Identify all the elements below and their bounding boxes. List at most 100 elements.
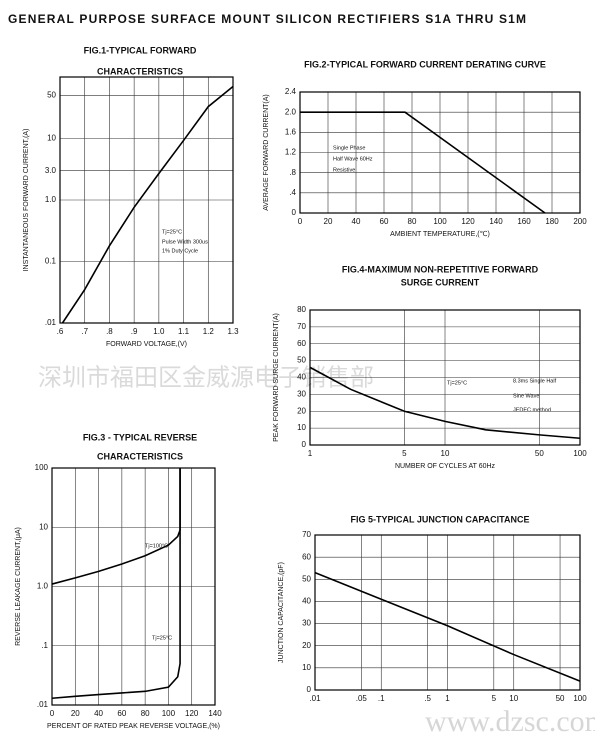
x-tick-label: 180 [545,217,559,226]
y-tick-label: 1.0 [45,195,57,204]
x-tick-label: 100 [433,217,447,226]
x-tick-label: 1 [308,449,313,458]
chart-title: FIG 5-TYPICAL JUNCTION CAPACITANCE [350,514,529,524]
x-tick-label: 60 [117,709,126,718]
y-tick-label: 50 [297,356,306,365]
y-tick-label: .01 [45,318,57,327]
x-tick-label: 1.1 [178,327,190,336]
y-tick-label: 1.6 [285,127,297,136]
x-tick-label: 20 [324,217,333,226]
y-tick-label: 20 [302,641,311,650]
x-tick-label: 0 [298,217,303,226]
x-tick-label: 40 [94,709,103,718]
y-tick-label: 30 [297,389,306,398]
chart-title: SURGE CURRENT [401,277,480,287]
x-tick-label: .9 [131,327,138,336]
curve [314,571,581,682]
x-tick-label: 5 [402,449,407,458]
x-tick-label: 120 [461,217,475,226]
chart-title: FIG.4-MAXIMUM NON-REPETITIVE FORWARD [342,264,539,274]
curve-label: Tj=100°C [145,543,168,549]
y-axis-label: REVERSE LEAKAGE CURRENT,(μA) [15,527,22,646]
annotation: Tj=25°C [162,229,182,235]
y-tick-label: 10 [297,423,306,432]
y-tick-label: 0 [292,208,297,217]
x-tick-label: .1 [378,694,385,703]
y-tick-label: 70 [302,530,311,539]
y-tick-label: 0 [307,685,312,694]
y-tick-label: .8 [289,168,296,177]
y-tick-label: 1.0 [37,582,49,591]
x-tick-label: 1.0 [153,327,165,336]
x-tick-label: .5 [424,694,431,703]
curve [309,366,581,440]
annotation: Resistive [333,167,355,173]
x-tick-label: .01 [309,694,321,703]
y-axis-label: PEAK FORWARD SURGE CURRENT(A) [273,313,280,442]
y-tick-label: 2.0 [285,107,297,116]
x-tick-label: 120 [185,709,199,718]
y-tick-label: 60 [302,552,311,561]
x-tick-label: 1.2 [203,327,215,336]
y-tick-label: 80 [297,305,306,314]
x-tick-label: 100 [573,449,587,458]
x-tick-label: 10 [441,449,450,458]
x-tick-label: 160 [517,217,531,226]
plot-frame [299,91,581,214]
x-tick-label: 5 [492,694,497,703]
x-tick-label: 0 [50,709,55,718]
x-tick-label: 140 [489,217,503,226]
curve [51,468,181,700]
y-tick-label: 60 [297,339,306,348]
y-axis-label: JUNCTION CAPACITANCE,(pF) [278,562,285,663]
curve-label: Tj=25°C [152,635,172,641]
page-title: GENERAL PURPOSE SURFACE MOUNT SILICON RE… [8,12,527,26]
watermark: www.dzsc.com [425,705,595,738]
x-tick-label: 80 [141,709,150,718]
annotation: Tj=25°C [447,380,467,386]
chart-title: FIG.3 - TYPICAL REVERSE [83,432,197,442]
y-tick-label: 1.2 [285,148,297,157]
x-axis-label: PERCENT OF RATED PEAK REVERSE VOLTAGE,(%… [47,723,220,730]
y-tick-label: 30 [302,619,311,628]
curve [300,111,546,214]
y-tick-label: .4 [289,188,296,197]
y-tick-label: 10 [302,663,311,672]
chart-title: FIG.2-TYPICAL FORWARD CURRENT DERATING C… [304,59,546,69]
x-tick-label: 10 [509,694,518,703]
x-axis-label: NUMBER OF CYCLES AT 60Hz [395,463,496,470]
x-tick-label: .8 [106,327,113,336]
x-axis-label: FORWARD VOLTAGE,(V) [106,341,187,348]
x-tick-label: 200 [573,217,587,226]
y-tick-label: 50 [47,91,56,100]
y-tick-label: 40 [302,597,311,606]
y-tick-label: 10 [39,522,48,531]
x-tick-label: 1 [445,694,450,703]
plot-frame [314,534,581,691]
y-tick-label: 100 [35,463,49,472]
y-tick-label: .01 [37,700,49,709]
annotation: 1% Duty Cycle [162,248,198,254]
plot-frame [59,76,234,324]
x-tick-label: 100 [573,694,587,703]
y-tick-label: 20 [297,406,306,415]
curve [61,85,234,324]
x-tick-label: 50 [556,694,565,703]
plot-frame [51,467,216,706]
x-tick-label: 50 [535,449,544,458]
y-tick-label: 70 [297,322,306,331]
annotation: Pulse Width 300us [162,239,208,245]
x-tick-label: 40 [352,217,361,226]
x-tick-label: .05 [356,694,368,703]
annotation: Single Phase [333,145,365,151]
x-tick-label: 20 [71,709,80,718]
x-tick-label: .7 [81,327,88,336]
y-tick-label: 2.4 [285,87,297,96]
y-tick-label: 0 [302,440,307,449]
chart-title: CHARACTERISTICS [97,66,183,76]
y-tick-label: 50 [302,574,311,583]
x-tick-label: 1.3 [227,327,239,336]
x-tick-label: 60 [380,217,389,226]
chart-title: FIG.1-TYPICAL FORWARD [84,45,197,55]
